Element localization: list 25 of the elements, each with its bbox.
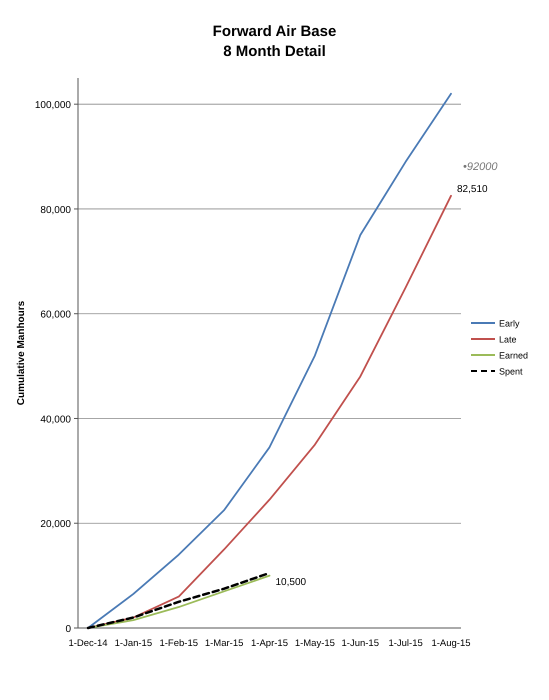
data-label: 10,500 — [276, 577, 307, 588]
legend-label: Earned — [499, 350, 528, 360]
y-tick-label: 60,000 — [40, 310, 72, 321]
x-tick-label: 1-Mar-15 — [204, 638, 244, 649]
y-tick-label: 0 — [65, 624, 72, 635]
x-tick-label: 1-Apr-15 — [251, 638, 288, 649]
data-label: 82,510 — [457, 184, 488, 195]
y-tick-label: 100,000 — [34, 100, 72, 112]
x-tick-label: 1-Jun-15 — [342, 638, 379, 649]
legend-label: Early — [499, 318, 520, 328]
x-tick-label: 1-Jul-15 — [388, 638, 423, 649]
chart-title: Forward Air Base 8 Month Detail — [212, 23, 336, 60]
y-tick-label: 20,000 — [40, 519, 72, 530]
y-tick-label: 40,000 — [40, 414, 72, 426]
y-tick-label: 80,000 — [40, 204, 72, 216]
x-tick-label: 1-Aug-15 — [431, 638, 471, 649]
line-series — [87, 92, 452, 629]
x-tick-label: 1-Dec-14 — [68, 638, 108, 649]
legend-label: Late — [499, 334, 517, 344]
x-tick-label: 1-May-15 — [294, 638, 335, 649]
x-tick-label: 1-Feb-15 — [159, 638, 198, 649]
x-tick-label: 1-Jan-15 — [114, 638, 152, 649]
text: •92000 — [463, 161, 498, 173]
legend-label: Spent — [499, 366, 524, 376]
y-axis-title: Cumulative Manhours — [16, 300, 27, 406]
